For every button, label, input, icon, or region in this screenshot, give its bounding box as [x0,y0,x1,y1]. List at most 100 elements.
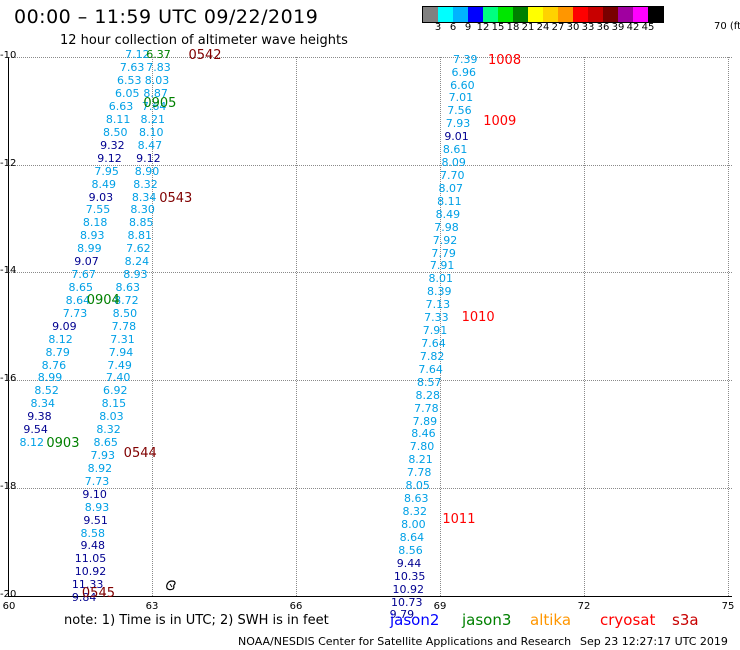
wave-height-value: 7.49 [107,358,132,372]
wave-height-value: 6.63 [108,100,134,114]
grid-parallel [8,57,732,58]
wave-height-value: 7.82 [419,349,445,363]
wave-height-value: 7.67 [71,268,96,282]
pass-time-label: 1009 [483,114,517,130]
wave-height-value: 6.53 [116,74,142,88]
wave-height-value: 8.34 [30,397,56,411]
scale-label: 24 [536,22,550,33]
wave-height-value: 10.92 [74,565,107,579]
wave-height-value: 8.05 [405,479,430,493]
wave-height-value: 7.78 [111,319,137,333]
grid-meridian [440,57,441,596]
wave-height-value: 8.57 [416,375,442,389]
grid-meridian [296,57,297,596]
wave-height-value: 8.85 [128,216,154,230]
scale-swatch [483,7,498,22]
scale-swatch [438,7,453,22]
scale-swatch [528,7,543,22]
wave-height-value: 7.55 [85,203,111,217]
wave-height-value: 8.63 [404,492,429,506]
wave-height-value: 7.63 [119,61,145,75]
wave-height-value: 8.11 [437,194,462,208]
wave-height-value: 9.79 [389,608,415,622]
wave-height-value: 8.99 [77,242,102,256]
wave-height-value: 7.64 [421,337,446,351]
pass-time-label: 0904 [86,293,120,309]
wave-height-value: 7.78 [406,466,432,480]
wave-height-value: 10.35 [393,569,426,583]
longitude-label: 72 [577,601,591,612]
scale-label: 42 [626,22,640,33]
grid-meridian [152,57,153,596]
map-title: 00:00 – 11:59 UTC 09/22/2019 [14,6,319,28]
grid-parallel [8,380,732,382]
wave-height-value: 8.61 [442,143,468,157]
scale-label: 12 [476,22,490,33]
scale-swatch [573,7,588,22]
latitude-label: -14 [0,265,17,277]
wave-height-value: 8.64 [65,293,91,307]
wave-height-value: 8.24 [124,255,150,269]
wave-height-value: 8.11 [105,113,131,126]
wave-height-value: 8.49 [91,177,117,191]
credit-line: NOAA/NESDIS Center for Satellite Applica… [238,635,572,648]
wave-height-color-scale [422,6,664,23]
wave-height-value: 7.13 [425,298,451,312]
wave-height-value: 8.58 [80,526,105,540]
wave-height-value: 6.60 [450,78,475,92]
wave-height-value: 7.93 [445,117,471,131]
wave-height-value: 8.93 [123,268,148,282]
wave-height-value: 7.56 [447,104,472,118]
wave-height-value: 9.07 [74,255,99,269]
scale-label: 45 [641,22,655,33]
generated-timestamp: Sep 23 12:27:17 UTC 2019 [580,635,728,648]
wave-height-value: 8.93 [84,500,110,514]
wave-height-value: 8.99 [37,371,63,385]
longitude-label: 66 [289,601,303,612]
wave-height-value: 6.05 [115,87,140,101]
pass-time-label: 0905 [143,95,177,111]
wave-height-value: 8.07 [438,181,464,195]
wave-height-value: 9.12 [136,151,161,165]
scale-label: 3 [434,22,442,33]
grid-parallel [8,164,732,166]
wave-height-value: 8.34 [131,190,157,204]
wave-height-value: 7.64 [141,100,167,114]
wave-height-value: 8.81 [127,229,153,243]
island-outline-icon [166,580,176,591]
scale-label: 15 [491,22,505,33]
wave-height-value: 9.48 [80,539,105,553]
wave-height-value: 7.91 [429,259,455,273]
grid-meridian [728,57,729,596]
wave-height-value: 7.31 [110,332,135,346]
grid-parallel [8,272,732,274]
wave-height-value: 8.32 [133,177,158,191]
wave-height-value: 7.73 [84,474,110,488]
longitude-label: 69 [433,601,447,612]
wave-height-value: 7.39 [452,52,478,66]
scale-swatch [558,7,573,22]
wave-height-value: 7.92 [432,233,458,247]
wave-height-value: 8.01 [428,272,453,286]
scale-swatch [468,7,483,22]
wave-height-value: 11.33 [71,578,104,592]
wave-height-value: 7.01 [448,91,474,105]
wave-height-value: 8.46 [411,427,436,441]
wave-height-value: 7.94 [108,345,134,359]
wave-height-value: 7.33 [424,311,449,325]
scale-label: 21 [521,22,535,33]
wave-height-value: 8.93 [80,229,105,243]
wave-height-value: 10.92 [392,582,424,596]
scale-swatch [453,7,468,22]
longitude-label: 75 [721,601,735,612]
wave-height-value: 8.12 [48,332,73,346]
wave-height-value: 9.12 [97,151,122,165]
scale-label: 18 [506,22,520,33]
scale-label: 70 (ft) [714,21,740,32]
wave-height-value: 7.91 [422,324,448,338]
scale-label: 30 [566,22,580,33]
pass-time-label: 0542 [188,48,222,64]
wave-height-value: 9.01 [444,130,469,144]
longitude-label: 63 [145,601,159,612]
latitude-label: -10 [0,50,17,61]
